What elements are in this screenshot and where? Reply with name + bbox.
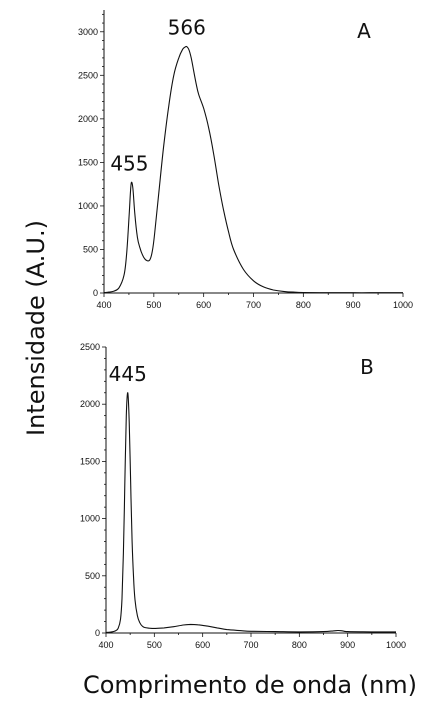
y-tick-label-b: 1000: [80, 514, 100, 524]
y-tick-label-b: 1500: [80, 456, 100, 466]
panel-label-b: B: [360, 355, 374, 379]
x-tick-label-a: 900: [346, 300, 361, 310]
chart-panel-a: 400 500 600 700 800 900 1000 0 500 1000 1500 2000 25…: [78, 10, 413, 310]
y-tick-label-b: 500: [85, 571, 100, 581]
x-tick-label-a: 700: [246, 300, 261, 310]
y-tick-label-a: 2500: [78, 70, 98, 80]
x-tick-label-b: 500: [147, 640, 162, 650]
y-tick-label-a: 2000: [78, 114, 98, 124]
y-tick-label-a: 1000: [78, 201, 98, 211]
x-tick-label-b: 900: [340, 640, 355, 650]
x-tick-label-b: 400: [98, 640, 113, 650]
chart-panel-b: 400 500 600 700 800 900 1000 0 500 1000 1500 2000 25…: [80, 342, 406, 650]
x-tick-label-b: 700: [243, 640, 258, 650]
x-tick-label-a: 1000: [393, 300, 413, 310]
y-tick-label-a: 500: [83, 244, 98, 254]
x-tick-label-a: 500: [146, 300, 161, 310]
x-tick-label-a: 600: [196, 300, 211, 310]
peak-label-455: 455: [110, 151, 148, 175]
x-tick-label-b: 800: [292, 640, 307, 650]
y-tick-label-a: 1500: [78, 157, 98, 167]
peak-label-445: 445: [109, 362, 147, 386]
y-tick-label-b: 2000: [80, 399, 100, 409]
y-tick-label-b: 0: [95, 628, 100, 638]
spectrum-line-a: [103, 45, 403, 294]
x-tick-label-a: 800: [296, 300, 311, 310]
peak-label-566: 566: [168, 16, 206, 40]
y-tick-label-b: 2500: [80, 342, 100, 352]
y-tick-label-a: 0: [93, 288, 98, 298]
x-tick-label-b: 1000: [386, 640, 406, 650]
x-axis-title: Comprimento de onda (nm): [83, 671, 417, 699]
panel-label-a: A: [357, 19, 371, 43]
x-tick-label-b: 600: [195, 640, 210, 650]
spectrum-line-b: [105, 392, 396, 633]
y-axis-title: Intensidade (A.U.): [22, 220, 50, 436]
x-tick-label-a: 400: [96, 300, 111, 310]
y-tick-label-a: 3000: [78, 27, 98, 37]
